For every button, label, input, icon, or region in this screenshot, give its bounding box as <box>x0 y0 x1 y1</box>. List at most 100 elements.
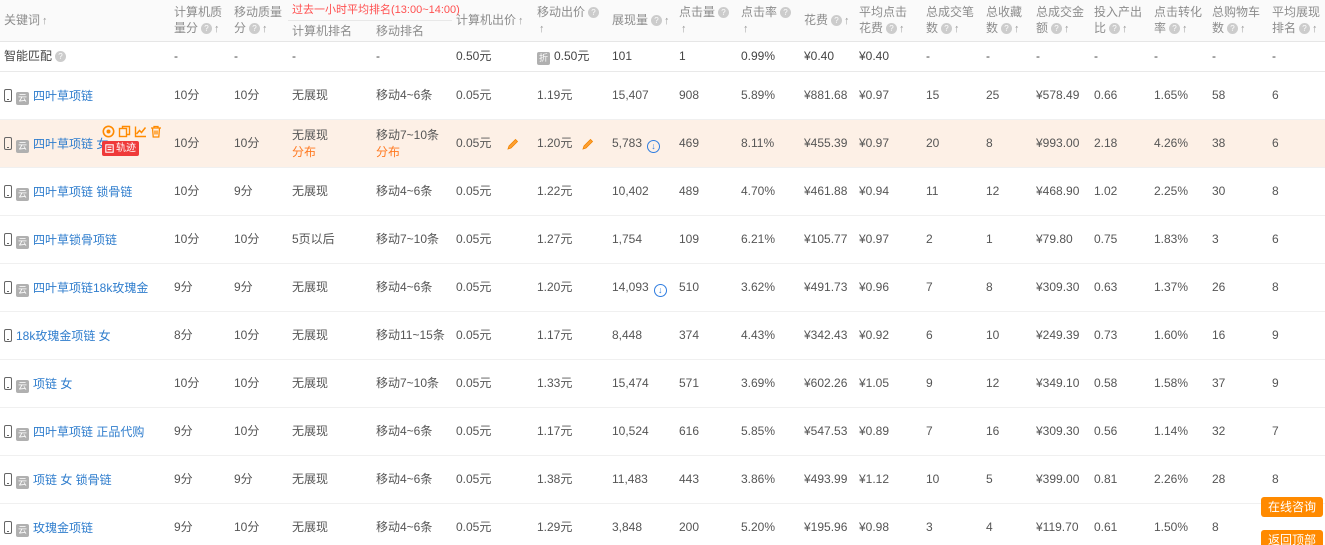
sort-arrow-icon[interactable]: ↑ <box>42 15 48 27</box>
col-header-revenue[interactable]: 总成交金额? ↑ <box>1032 0 1090 42</box>
help-icon[interactable]: ? <box>1169 23 1181 34</box>
keyword-link[interactable]: 项链 女 锁骨链 <box>33 472 112 487</box>
trash-icon[interactable] <box>150 125 162 138</box>
pc-bid-cell: 0.05元 <box>452 119 533 168</box>
keyword-link[interactable]: 18k玫瑰金项链 女 <box>16 328 111 343</box>
rank-distribution-link[interactable]: 分布 <box>292 144 317 159</box>
online-consult-button[interactable]: 在线咨询 <box>1260 497 1323 517</box>
help-icon[interactable]: ? <box>718 7 730 18</box>
keyword-link[interactable]: 四叶草项链18k玫瑰金 <box>33 280 149 295</box>
col-header-mobile-quality-score[interactable]: 移动质量分? ↑ <box>230 0 288 42</box>
avg-cpc-cell: ¥0.98 <box>855 503 922 545</box>
mobile-device-icon <box>4 232 12 246</box>
keyword-link[interactable]: 四叶草项链 女 <box>33 136 109 151</box>
pc-bid-cell: 0.50元 <box>452 41 533 72</box>
rank-trend-icon[interactable]: ↓ <box>647 139 661 153</box>
ctr-cell: 5.85% <box>737 407 800 456</box>
col-header-carts[interactable]: 总购物车数? ↑ <box>1208 0 1268 42</box>
col-header-avg-cpc[interactable]: 平均点击花费? ↑ <box>855 0 922 42</box>
sort-arrow-icon[interactable]: ↑ <box>664 15 670 27</box>
avg-cpc-cell: ¥1.05 <box>855 359 922 408</box>
col-header-ctr[interactable]: 点击率 ?↑ <box>737 0 800 42</box>
help-icon[interactable]: ? <box>886 23 898 34</box>
help-icon[interactable]: ? <box>249 23 261 34</box>
keyword-link[interactable]: 四叶草项链 正品代购 <box>33 424 145 439</box>
target-icon[interactable] <box>102 125 115 138</box>
edit-bid-icon[interactable] <box>582 138 594 150</box>
keyword-tag-icon: 云 <box>16 475 29 489</box>
sort-arrow-icon[interactable]: ↑ <box>1312 23 1318 35</box>
col-header-cost[interactable]: 花费? ↑ <box>800 0 855 42</box>
sort-arrow-icon[interactable]: ↑ <box>844 15 850 27</box>
keyword-tag-icon: 云 <box>16 283 29 297</box>
help-icon[interactable]: ? <box>780 7 792 18</box>
sort-arrow-icon[interactable]: ↑ <box>1240 23 1246 35</box>
chart-icon[interactable] <box>134 125 147 138</box>
keyword-link[interactable]: 四叶草锁骨项链 <box>33 232 118 247</box>
sort-arrow-icon[interactable]: ↑ <box>518 15 524 27</box>
copy-icon[interactable] <box>118 125 131 138</box>
clicks-cell: 908 <box>675 71 737 120</box>
col-header-roi[interactable]: 投入产出比? ↑ <box>1090 0 1150 42</box>
cost-cell: ¥493.99 <box>800 455 855 504</box>
help-icon[interactable]: ? <box>1001 23 1013 34</box>
pc-rank-cell: 无展现 <box>288 311 372 360</box>
col-header-clicks[interactable]: 点击量 ?↑ <box>675 0 737 42</box>
sort-arrow-icon[interactable]: ↑ <box>681 23 687 35</box>
pc-rank-cell: 无展现 <box>288 263 372 312</box>
sort-arrow-icon[interactable]: ↑ <box>214 23 220 35</box>
rank-distribution-link[interactable]: 分布 <box>376 144 401 159</box>
trail-badge[interactable]: 轨迹 <box>102 141 139 156</box>
cost-cell: ¥105.77 <box>800 215 855 264</box>
help-icon[interactable]: ? <box>201 23 213 34</box>
sort-arrow-icon[interactable]: ↑ <box>262 23 268 35</box>
sort-arrow-icon[interactable]: ↑ <box>1064 23 1070 35</box>
help-icon[interactable]: ? <box>941 23 953 34</box>
clicks-cell: 443 <box>675 455 737 504</box>
help-icon[interactable]: ? <box>1299 23 1311 34</box>
col-header-mobile-rank[interactable]: 移动排名 <box>376 24 425 38</box>
col-header-mobile-bid[interactable]: 移动出价 ?↑ <box>533 0 608 42</box>
sort-arrow-icon[interactable]: ↑ <box>1014 23 1020 35</box>
avg-rank-cell: 6 <box>1268 71 1325 120</box>
help-icon[interactable]: ? <box>1109 23 1121 34</box>
carts-cell: 16 <box>1208 311 1268 360</box>
help-icon[interactable]: ? <box>831 15 843 26</box>
back-to-top-button[interactable]: 返回顶部 <box>1260 530 1323 545</box>
cvr-cell: 1.58% <box>1150 359 1208 408</box>
impressions-cell: 1,754 <box>608 215 675 264</box>
help-icon[interactable]: ? <box>55 51 67 62</box>
col-header-orders[interactable]: 总成交笔数? ↑ <box>922 0 982 42</box>
help-icon[interactable]: ? <box>1227 23 1239 34</box>
table-row: 云四叶草项链 正品代购 9分 10分 无展现 移动4~6条 0.05元 1.17元 10,52… <box>0 407 1325 456</box>
sort-arrow-icon[interactable]: ↑ <box>954 23 960 35</box>
col-header-avg-rank[interactable]: 平均展现排名? ↑ <box>1268 0 1325 42</box>
cvr-cell: 4.26% <box>1150 119 1208 168</box>
sort-arrow-icon[interactable]: ↑ <box>743 23 749 35</box>
col-header-pc-quality-score[interactable]: 计算机质量分? ↑ <box>170 0 230 42</box>
roi-cell: 0.75 <box>1090 215 1150 264</box>
keyword-cell: 云项链 女 锁骨链 <box>0 455 170 504</box>
help-icon[interactable]: ? <box>651 15 663 26</box>
sort-arrow-icon[interactable]: ↑ <box>539 23 545 35</box>
col-header-pc-bid[interactable]: 计算机出价 ↑ <box>452 0 533 42</box>
col-header-pc-rank[interactable]: 计算机排名 <box>292 24 353 38</box>
keyword-link[interactable]: 玫瑰金项链 <box>33 520 94 535</box>
col-header-keyword[interactable]: 关键词 ↑ <box>0 0 170 42</box>
keyword-link[interactable]: 项链 女 <box>33 376 73 391</box>
col-header-impressions[interactable]: 展现量? ↑ <box>608 0 675 42</box>
pc-quality-score-cell: 9分 <box>170 455 230 504</box>
col-header-cvr[interactable]: 点击转化率? ↑ <box>1150 0 1208 42</box>
col-header-favorites[interactable]: 总收藏数? ↑ <box>982 0 1032 42</box>
keyword-link[interactable]: 四叶草项链 <box>33 88 94 103</box>
help-icon[interactable]: ? <box>588 7 600 18</box>
pc-bid-cell: 0.05元 <box>452 311 533 360</box>
keyword-link[interactable]: 四叶草项链 锁骨链 <box>33 184 133 199</box>
pc-quality-score-cell: 10分 <box>170 215 230 264</box>
help-icon[interactable]: ? <box>1051 23 1063 34</box>
sort-arrow-icon[interactable]: ↑ <box>899 23 905 35</box>
rank-trend-icon[interactable]: ↓ <box>653 283 667 297</box>
sort-arrow-icon[interactable]: ↑ <box>1182 23 1188 35</box>
edit-bid-icon[interactable] <box>507 138 519 150</box>
sort-arrow-icon[interactable]: ↑ <box>1122 23 1128 35</box>
